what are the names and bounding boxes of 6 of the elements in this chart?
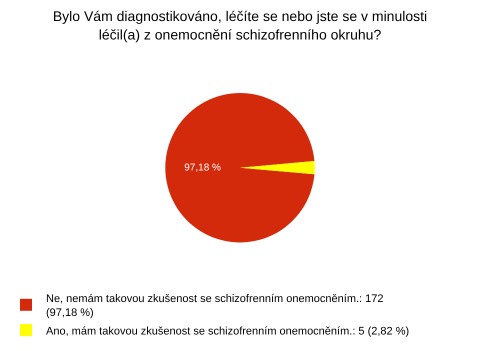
legend-label: Ano, mám takovou zkušenost se schizofrenním onemocněním.: 5 (2,82 %) bbox=[46, 325, 410, 338]
pie-slice bbox=[240, 161, 315, 174]
legend-label: Ne, nemám takovou zkušenost se schizofrenním onemocněním.: 172 (97,18 %) bbox=[46, 292, 384, 320]
pie-slice bbox=[165, 93, 314, 242]
chart-title: Bylo Vám diagnostikováno, léčíte se nebo jste se v minulosti léčil(a) z onemocnění schizofrenního okruhu? bbox=[52, 8, 428, 42]
data-label: 97,18 % bbox=[184, 162, 222, 174]
